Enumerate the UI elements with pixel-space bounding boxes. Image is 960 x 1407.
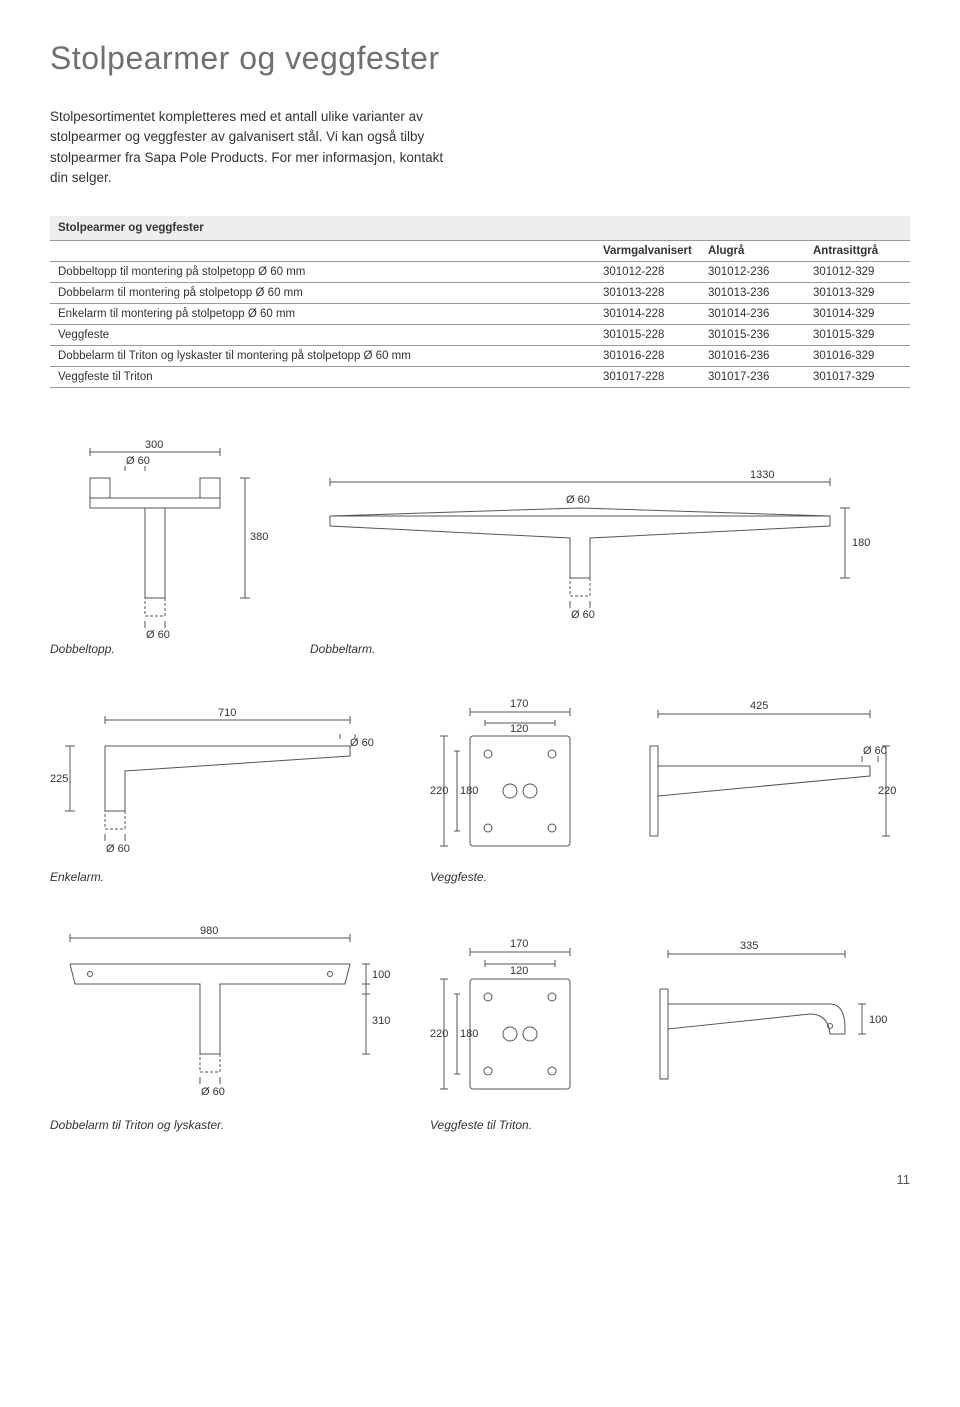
col-header: Antrasittgrå [805,241,910,262]
svg-text:220: 220 [878,785,896,797]
col-header: Varmgalvanisert [595,241,700,262]
svg-text:300: 300 [145,439,163,451]
svg-text:180: 180 [852,537,870,549]
svg-text:380: 380 [250,531,268,543]
svg-text:180: 180 [460,1028,478,1040]
intro-paragraph: Stolpesortimentet kompletteres med et an… [50,107,460,188]
col-header: Alugrå [700,241,805,262]
svg-text:1330: 1330 [750,469,774,481]
table-row: Veggfeste til Triton301017-228301017-236… [50,367,910,388]
svg-text:220: 220 [430,785,448,797]
svg-text:170: 170 [510,698,528,710]
svg-text:Ø 60: Ø 60 [571,609,595,621]
svg-text:Ø 60: Ø 60 [350,737,374,749]
table-row: Dobbeltopp til montering på stolpetopp Ø… [50,262,910,283]
product-table: Stolpearmer og veggfester Varmgalvaniser… [50,216,910,388]
diagram-veggfeste: 170 120 220 180 425 Ø 60 220 Veggfeste. [430,696,910,884]
col-header [50,241,595,262]
diagram-dobbeltopp: 300 Ø 60 380 Ø 60 Dobbeltopp. [50,438,270,656]
svg-text:Ø 60: Ø 60 [106,843,130,855]
svg-text:120: 120 [510,723,528,735]
svg-text:335: 335 [740,940,758,952]
caption: Enkelarm. [50,870,390,884]
svg-text:980: 980 [200,925,218,937]
svg-text:Ø 60: Ø 60 [566,494,590,506]
table-row: Veggfeste301015-228301015-236301015-329 [50,325,910,346]
svg-text:100: 100 [372,969,390,981]
svg-text:Ø 60: Ø 60 [126,455,150,467]
svg-text:225: 225 [50,773,68,785]
caption: Dobbeltarm. [310,642,910,656]
svg-text:180: 180 [460,785,478,797]
diagram-dobbeltarm: 1330 Ø 60 180 Ø 60 Dobbeltarm. [310,468,910,656]
diagram-dobbelarm-triton: 980 100 310 Ø 60 Dobbelarm til Triton og… [50,924,390,1132]
table-row: Dobbelarm til Triton og lyskaster til mo… [50,346,910,367]
svg-text:425: 425 [750,700,768,712]
table-section-title: Stolpearmer og veggfester [50,216,910,241]
caption: Veggfeste. [430,870,910,884]
caption: Veggfeste til Triton. [430,1118,910,1132]
svg-text:Ø 60: Ø 60 [863,745,887,757]
page-number: 11 [50,1172,910,1187]
diagram-veggfeste-triton: 170 120 220 180 335 100 Veggfeste til Tr… [430,934,910,1132]
svg-text:100: 100 [869,1014,887,1026]
caption: Dobbeltopp. [50,642,270,656]
table-row: Enkelarm til montering på stolpetopp Ø 6… [50,304,910,325]
svg-text:120: 120 [510,965,528,977]
svg-text:170: 170 [510,938,528,950]
svg-text:Ø 60: Ø 60 [201,1086,225,1098]
svg-text:Ø 60: Ø 60 [146,629,170,638]
page-title: Stolpearmer og veggfester [50,40,910,77]
svg-text:220: 220 [430,1028,448,1040]
svg-text:710: 710 [218,707,236,719]
svg-text:310: 310 [372,1015,390,1027]
caption: Dobbelarm til Triton og lyskaster. [50,1118,390,1132]
table-row: Dobbelarm til montering på stolpetopp Ø … [50,283,910,304]
diagram-enkelarm: 710 Ø 60 225 Ø 60 Enkelarm. [50,706,390,884]
